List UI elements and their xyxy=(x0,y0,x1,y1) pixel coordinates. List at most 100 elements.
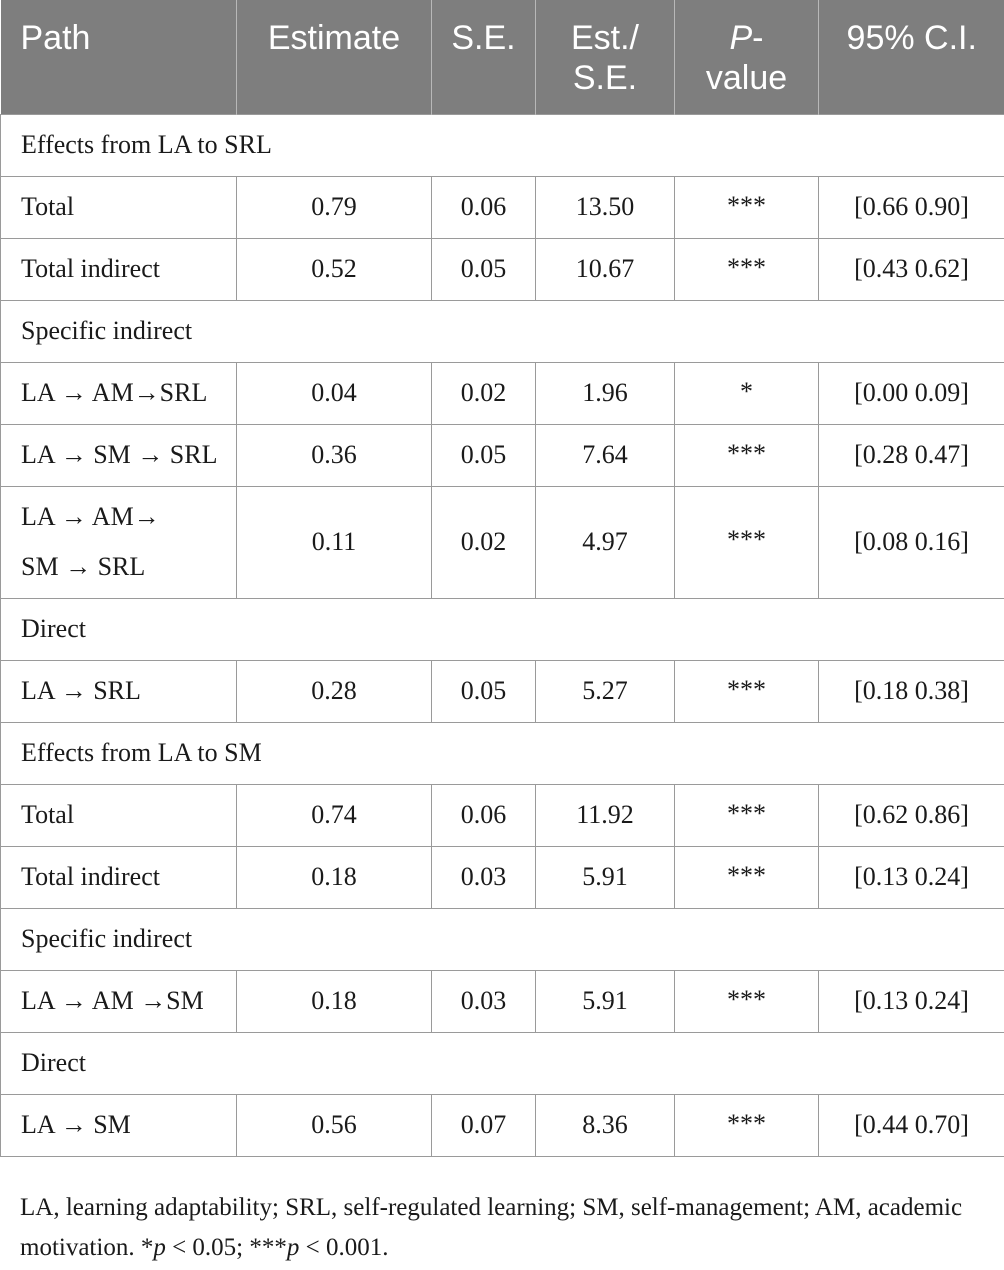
cell-est-se: 5.91 xyxy=(535,969,675,1033)
cell-p-value: *** xyxy=(674,423,819,487)
cell-path: Total indirect xyxy=(0,845,237,909)
cell-estimate: 0.79 xyxy=(236,175,432,239)
section-label: Effects from LA to SM xyxy=(0,721,1004,785)
cell-path: Total indirect xyxy=(0,237,237,301)
footnote-p2: p xyxy=(286,1234,300,1261)
cell-estimate: 0.56 xyxy=(236,1093,432,1157)
cell-path: LA → SM xyxy=(0,1093,237,1157)
cell-estimate: 0.11 xyxy=(236,485,432,599)
cell-ci: [0.08 0.16] xyxy=(818,485,1004,599)
footnote-abbreviations: LA, learning adaptability; SRL, self-reg… xyxy=(20,1194,963,1261)
cell-estimate: 0.18 xyxy=(236,969,432,1033)
section-label: Specific indirect xyxy=(0,907,1004,971)
cell-est-se: 1.96 xyxy=(535,361,675,425)
section-row: Specific indirect xyxy=(0,299,1004,363)
cell-se: 0.05 xyxy=(431,423,536,487)
footnote-star1: * xyxy=(140,1234,154,1261)
cell-p-value: *** xyxy=(674,783,819,847)
header-p-value: P-value xyxy=(674,0,819,114)
table-row: Total 0.79 0.06 13.50 *** [0.66 0.90] xyxy=(0,175,1004,239)
cell-ci: [0.00 0.09] xyxy=(818,361,1004,425)
cell-p-value: *** xyxy=(674,1093,819,1157)
header-p-value-word: value xyxy=(705,59,788,97)
section-row: Effects from LA to SRL xyxy=(0,113,1004,177)
cell-est-se: 13.50 xyxy=(535,175,675,239)
header-row: Path Estimate S.E. Est./S.E. P-value 95%… xyxy=(0,0,1004,114)
footnote-threshold1: < 0.05; xyxy=(165,1234,250,1261)
cell-estimate: 0.74 xyxy=(236,783,432,847)
table-row: LA → AM→ SM → SRL 0.11 0.02 4.97 *** [0.0… xyxy=(0,485,1004,599)
cell-p-value: *** xyxy=(674,659,819,723)
cell-se: 0.03 xyxy=(431,845,536,909)
cell-se: 0.03 xyxy=(431,969,536,1033)
cell-se: 0.05 xyxy=(431,237,536,301)
footnote-star3: *** xyxy=(249,1234,287,1261)
cell-se: 0.07 xyxy=(431,1093,536,1157)
cell-path: Total xyxy=(0,175,237,239)
cell-se: 0.05 xyxy=(431,659,536,723)
cell-est-se: 10.67 xyxy=(535,237,675,301)
cell-ci: [0.18 0.38] xyxy=(818,659,1004,723)
header-ci: 95% C.I. xyxy=(818,0,1004,114)
cell-est-se: 8.36 xyxy=(535,1093,675,1157)
header-est-se-line2: S.E. xyxy=(572,59,638,97)
cell-se: 0.06 xyxy=(431,783,536,847)
cell-p-value: *** xyxy=(674,969,819,1033)
cell-ci: [0.13 0.24] xyxy=(818,845,1004,909)
section-row: Effects from LA to SM xyxy=(0,721,1004,785)
cell-estimate: 0.52 xyxy=(236,237,432,301)
cell-estimate: 0.36 xyxy=(236,423,432,487)
table-row: LA → AM→SRL 0.04 0.02 1.96 * [0.00 0.09] xyxy=(0,361,1004,425)
table-row: LA → SM 0.56 0.07 8.36 *** [0.44 0.70] xyxy=(0,1093,1004,1157)
cell-path: LA → AM→ SM → SRL xyxy=(0,485,237,599)
cell-estimate: 0.18 xyxy=(236,845,432,909)
cell-p-value: * xyxy=(674,361,819,425)
cell-ci: [0.66 0.90] xyxy=(818,175,1004,239)
header-estimate: Estimate xyxy=(236,0,432,114)
cell-p-value: *** xyxy=(674,237,819,301)
table-row: Total 0.74 0.06 11.92 *** [0.62 0.86] xyxy=(0,783,1004,847)
section-row: Direct xyxy=(0,597,1004,661)
header-p-letter: P xyxy=(729,19,753,57)
table-footnote: LA, learning adaptability; SRL, self-reg… xyxy=(20,1188,990,1268)
table-row: Total indirect 0.52 0.05 10.67 *** [0.43… xyxy=(0,237,1004,301)
cell-est-se: 5.91 xyxy=(535,845,675,909)
cell-est-se: 7.64 xyxy=(535,423,675,487)
section-label: Direct xyxy=(0,1031,1004,1095)
table-row: LA → AM →SM 0.18 0.03 5.91 *** [0.13 0.2… xyxy=(0,969,1004,1033)
cell-path-line2: SM → SRL xyxy=(21,552,146,581)
section-row: Direct xyxy=(0,1031,1004,1095)
footnote-threshold2: < 0.001. xyxy=(299,1234,389,1261)
results-table: Path Estimate S.E. Est./S.E. P-value 95%… xyxy=(0,0,1004,1157)
cell-est-se: 5.27 xyxy=(535,659,675,723)
cell-estimate: 0.28 xyxy=(236,659,432,723)
table-row: LA → SM → SRL 0.36 0.05 7.64 *** [0.28 0… xyxy=(0,423,1004,487)
cell-ci: [0.13 0.24] xyxy=(818,969,1004,1033)
cell-p-value: *** xyxy=(674,845,819,909)
table-row: Total indirect 0.18 0.03 5.91 *** [0.13 … xyxy=(0,845,1004,909)
cell-se: 0.02 xyxy=(431,485,536,599)
cell-se: 0.06 xyxy=(431,175,536,239)
header-path: Path xyxy=(0,0,237,114)
cell-path: Total xyxy=(0,783,237,847)
cell-est-se: 11.92 xyxy=(535,783,675,847)
section-label: Effects from LA to SRL xyxy=(0,113,1004,177)
header-p-dash: - xyxy=(752,19,764,57)
footnote-p1: p xyxy=(153,1234,166,1261)
cell-path: LA → SRL xyxy=(0,659,237,723)
cell-p-value: *** xyxy=(674,485,819,599)
cell-path: LA → AM→SRL xyxy=(0,361,237,425)
cell-p-value: *** xyxy=(674,175,819,239)
cell-ci: [0.62 0.86] xyxy=(818,783,1004,847)
cell-est-se: 4.97 xyxy=(535,485,675,599)
section-label: Direct xyxy=(0,597,1004,661)
header-est-se-line1: Est./ xyxy=(570,19,640,57)
section-label: Specific indirect xyxy=(0,299,1004,363)
cell-se: 0.02 xyxy=(431,361,536,425)
cell-ci: [0.44 0.70] xyxy=(818,1093,1004,1157)
cell-path-line1: LA → AM→ xyxy=(21,502,160,531)
cell-path: LA → AM →SM xyxy=(0,969,237,1033)
cell-estimate: 0.04 xyxy=(236,361,432,425)
cell-ci: [0.43 0.62] xyxy=(818,237,1004,301)
header-se: S.E. xyxy=(431,0,536,114)
